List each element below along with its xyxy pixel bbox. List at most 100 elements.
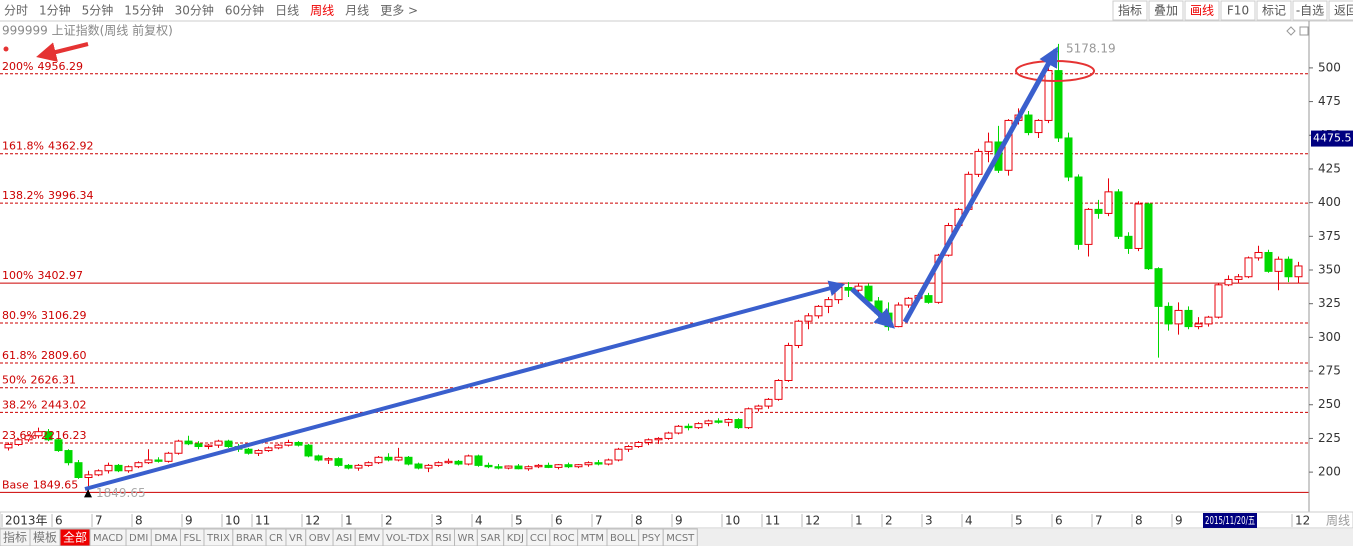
candle-body (314, 455, 323, 461)
tool-button-bg (1220, 0, 1256, 21)
period-button[interactable]: 30分钟 (175, 3, 214, 18)
tab[interactable]: VOL-TDX (386, 533, 429, 544)
corner-icons (1286, 26, 1309, 36)
candle-body (124, 466, 133, 472)
trend-arrow (850, 287, 895, 329)
y-tick-label: 500 (1318, 60, 1341, 74)
tab[interactable]: RSI (435, 533, 451, 544)
level-price: 4956.29 (37, 60, 83, 73)
candle-body (184, 440, 193, 445)
candle-body (54, 439, 63, 452)
period-button[interactable]: 日线 (275, 4, 299, 18)
period-button[interactable]: 60分钟 (225, 3, 264, 18)
candle-body (854, 285, 863, 291)
tab[interactable]: MCST (666, 533, 695, 544)
candle-body (1184, 309, 1193, 328)
candle-body (1114, 191, 1123, 237)
tool-button[interactable]: 标记 (1262, 4, 1286, 18)
period-button[interactable]: 15分钟 (124, 3, 163, 18)
x-tick-label: 1 (345, 514, 353, 528)
candle-body (44, 431, 53, 441)
candle-body (544, 464, 553, 468)
y-tick-label: 350 (1318, 263, 1341, 277)
tab[interactable]: ROC (553, 533, 575, 544)
tool-button-bg (1148, 0, 1184, 21)
tool-button-bg (1256, 0, 1292, 21)
tab[interactable]: BRAR (236, 533, 263, 544)
marker-dot (3, 46, 9, 52)
level-name: Base (2, 478, 29, 491)
tab[interactable]: WR (458, 533, 475, 544)
candle-body (974, 150, 983, 175)
level-name: 38.2% (2, 398, 37, 411)
x-tick-label: 9 (185, 514, 193, 528)
candle-body (1294, 265, 1303, 278)
x-tick-label: 7 (1095, 514, 1103, 528)
cursor-price-bg (1311, 130, 1353, 147)
level-name: 80.9% (2, 309, 37, 322)
candle-body (1144, 203, 1153, 270)
tab[interactable]: CCI (530, 533, 547, 544)
period-button[interactable]: 月线 (345, 4, 369, 18)
tab[interactable]: SAR (480, 533, 500, 544)
tool-button[interactable]: F10 (1227, 4, 1249, 18)
tab[interactable]: 指标 (3, 530, 27, 545)
tab[interactable]: MACD (93, 533, 123, 544)
tab[interactable]: 模板 (33, 531, 57, 545)
candle-body (174, 440, 183, 454)
period-button[interactable]: 周线 (310, 4, 334, 18)
tab[interactable]: EMV (358, 533, 380, 544)
tab[interactable]: ASI (336, 533, 352, 544)
tool-button[interactable]: -自选 (1296, 4, 1324, 18)
candle-body (254, 450, 263, 454)
candle-body (714, 420, 723, 423)
period-button[interactable]: 1分钟 (39, 3, 71, 18)
x-tick-label: 2013年 (5, 514, 48, 528)
candle-body (1024, 114, 1033, 134)
tool-button[interactable]: 指标 (1118, 3, 1142, 18)
tab[interactable]: KDJ (507, 533, 524, 544)
candle-body (724, 419, 733, 423)
tool-button-bg (1328, 0, 1353, 21)
candle-body (764, 398, 773, 407)
x-tick-label: 9 (675, 514, 683, 528)
tab[interactable]: FSL (183, 533, 201, 544)
tab[interactable]: OBV (309, 533, 330, 544)
candle-body (824, 299, 833, 307)
level-price: 3402.97 (37, 269, 83, 282)
y-tick-label: 300 (1318, 330, 1341, 344)
tab[interactable]: BOLL (610, 533, 636, 544)
tab[interactable]: TRIX (206, 533, 230, 544)
candle-body (834, 287, 843, 301)
x-tick-label: 8 (135, 514, 143, 528)
candle-body (684, 425, 693, 429)
candle-body (414, 463, 423, 469)
candle-body (494, 466, 503, 469)
period-button[interactable]: 更多 > (380, 4, 418, 18)
y-tick-label: 250 (1318, 397, 1341, 411)
x-tick-label: 12 (1295, 514, 1310, 528)
candle-body (404, 456, 413, 465)
tool-button[interactable]: 画线 (1190, 4, 1214, 18)
candle-body (294, 441, 303, 446)
y-tick-label: 425 (1318, 161, 1341, 175)
x-tick-label: 10 (225, 514, 240, 528)
y-tick-label: 325 (1318, 296, 1341, 310)
tab[interactable]: VR (289, 533, 303, 544)
tab[interactable]: DMA (154, 533, 177, 544)
x-tick-label: 12 (305, 514, 320, 528)
level-name: 61.8% (2, 349, 37, 362)
tab[interactable]: CR (269, 533, 283, 544)
tool-button[interactable]: 叠加 (1154, 4, 1178, 18)
period-button[interactable]: 5分钟 (82, 3, 114, 18)
x-tick-label: 7 (595, 514, 603, 528)
tab[interactable]: MTM (581, 533, 604, 544)
candle-body (614, 448, 623, 461)
candle-body (444, 460, 453, 464)
candle-body (674, 425, 683, 434)
tab[interactable]: DMI (129, 533, 148, 544)
tab[interactable]: PSY (642, 533, 661, 544)
tool-button[interactable]: 返回 (1334, 4, 1353, 18)
tab[interactable]: 全部 (63, 530, 87, 545)
period-button[interactable]: 分时 (4, 4, 28, 18)
